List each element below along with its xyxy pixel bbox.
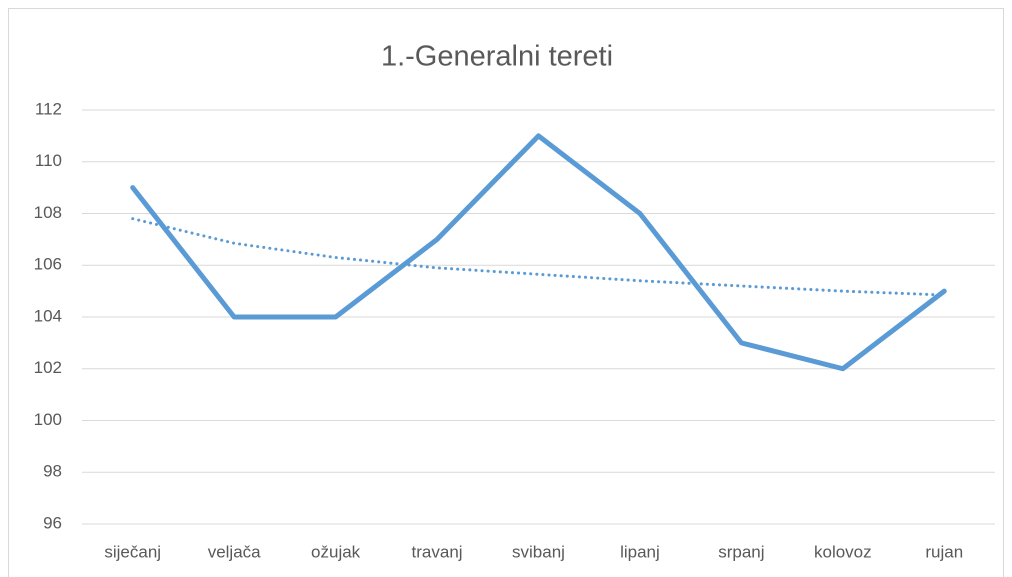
- x-tick-label: srpanj: [718, 542, 764, 561]
- data-line: [130, 133, 947, 372]
- y-tick-label: 106: [34, 255, 62, 274]
- y-tick-label: 96: [43, 513, 62, 532]
- x-tick-label: ožujak: [311, 542, 361, 561]
- y-tick-label: 104: [34, 306, 62, 325]
- x-tick-label: rujan: [925, 542, 963, 561]
- x-tick-label: kolovoz: [814, 542, 872, 561]
- x-tick-label: siječanj: [104, 542, 161, 561]
- chart-title: 1.-Generalni tereti: [381, 41, 613, 73]
- chart-border: [8, 8, 1004, 577]
- x-tick-label: travanj: [412, 542, 463, 561]
- y-tick-label: 98: [43, 462, 62, 481]
- y-tick-label: 108: [34, 203, 62, 222]
- y-tick-label: 110: [35, 151, 62, 170]
- y-tick-label: 102: [34, 358, 62, 377]
- x-tick-label: svibanj: [512, 542, 565, 561]
- x-tick-label: veljača: [208, 542, 261, 561]
- y-tick-label: 112: [35, 99, 62, 118]
- x-tick-label: lipanj: [620, 542, 660, 561]
- y-tick-label: 100: [34, 410, 62, 429]
